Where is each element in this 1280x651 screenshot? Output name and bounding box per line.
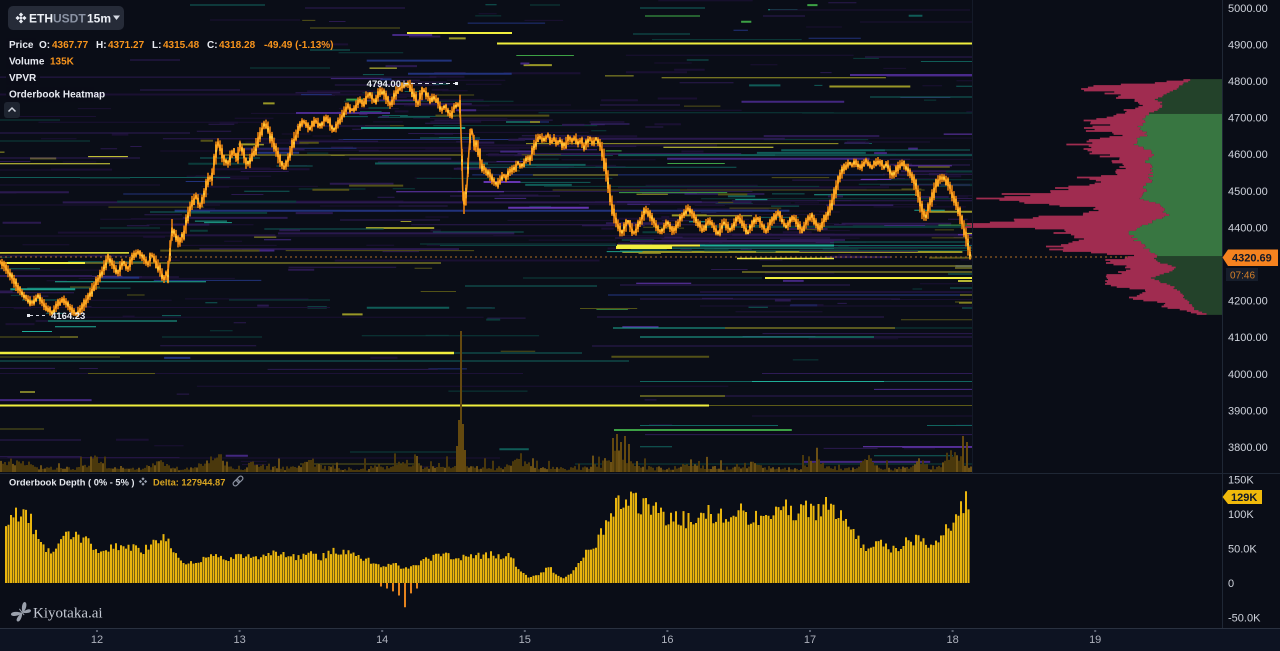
svg-text:4371.27: 4371.27 [108,40,145,51]
svg-text:H:: H: [96,40,107,51]
svg-text:4200.00: 4200.00 [1228,296,1268,308]
svg-text:ETHUSDT: ETHUSDT [29,12,86,26]
svg-text:17: 17 [804,634,816,646]
svg-text:4367.77: 4367.77 [52,40,89,51]
svg-text:12: 12 [91,634,103,646]
svg-text:4794.00: 4794.00 [367,79,401,90]
svg-text:4100.00: 4100.00 [1228,332,1268,344]
svg-text:14: 14 [376,634,388,646]
svg-text:15: 15 [519,634,531,646]
svg-text:19: 19 [1089,634,1101,646]
svg-text:4500.00: 4500.00 [1228,186,1268,198]
svg-text:4900.00: 4900.00 [1228,39,1268,51]
svg-text:4164.23: 4164.23 [51,311,85,322]
svg-text:Orderbook Heatmap: Orderbook Heatmap [9,90,105,101]
svg-text:VPVR: VPVR [9,73,37,84]
svg-text:-49.49 (-1.13%): -49.49 (-1.13%) [264,40,333,51]
svg-text:129K: 129K [1231,492,1257,504]
svg-text:18: 18 [946,634,958,646]
svg-text:L:: L: [152,40,161,51]
svg-text:Delta: 127944.87: Delta: 127944.87 [153,478,225,488]
svg-text:-50.0K: -50.0K [1228,613,1261,625]
svg-text:150K: 150K [1228,475,1254,487]
svg-text:C:: C: [207,40,218,51]
svg-text:Volume: Volume [9,57,45,68]
svg-text:15m: 15m [87,12,111,26]
svg-text:4000.00: 4000.00 [1228,369,1268,381]
svg-text:50.0K: 50.0K [1228,544,1257,556]
svg-text:Orderbook Depth ( 0% - 5% ): Orderbook Depth ( 0% - 5% ) [9,478,135,488]
svg-text:100K: 100K [1228,509,1254,521]
svg-text:4315.48: 4315.48 [163,40,200,51]
svg-text:Price: Price [9,40,34,51]
svg-text:4318.28: 4318.28 [219,40,256,51]
svg-text:5000.00: 5000.00 [1228,3,1268,15]
svg-text:O:: O: [39,40,50,51]
svg-text:4700.00: 4700.00 [1228,113,1268,125]
svg-text:3800.00: 3800.00 [1228,442,1268,454]
svg-text:4800.00: 4800.00 [1228,76,1268,88]
svg-text:07:46: 07:46 [1230,271,1255,282]
svg-text:4600.00: 4600.00 [1228,149,1268,161]
svg-text:135K: 135K [50,57,75,68]
svg-text:4400.00: 4400.00 [1228,222,1268,234]
svg-text:Kiyotaka.ai: Kiyotaka.ai [33,606,103,622]
svg-text:3900.00: 3900.00 [1228,405,1268,417]
svg-text:13: 13 [233,634,245,646]
svg-text:16: 16 [661,634,673,646]
svg-text:0: 0 [1228,578,1234,590]
svg-text:4320.69: 4320.69 [1232,253,1272,265]
